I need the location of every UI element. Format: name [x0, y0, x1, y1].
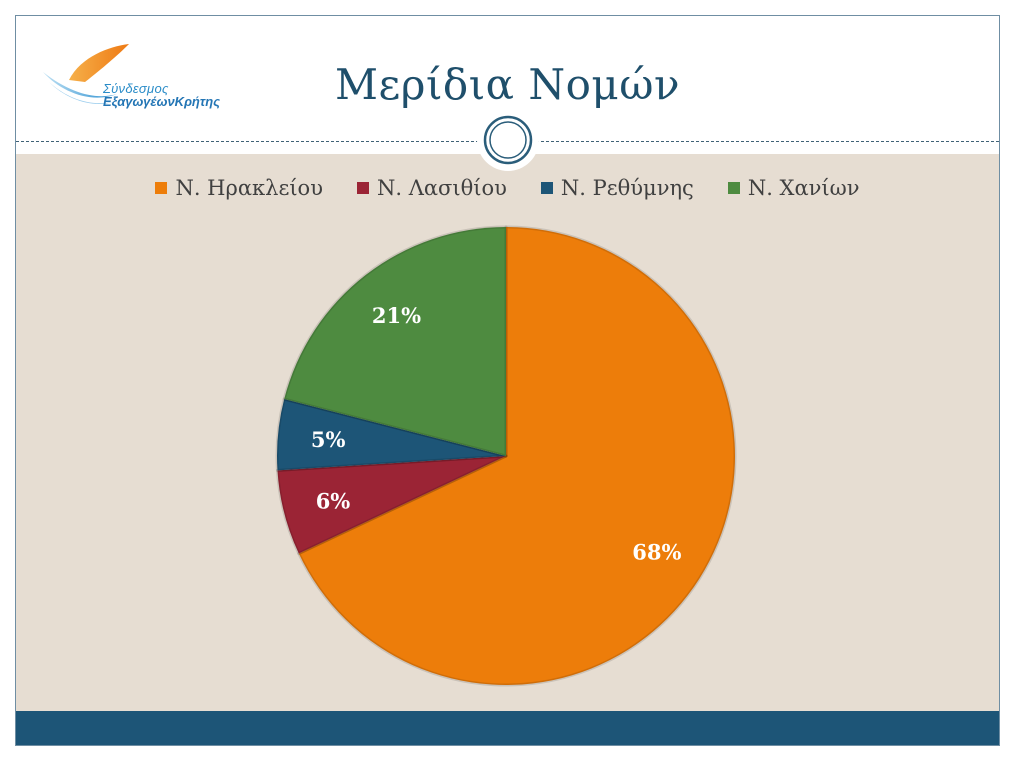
pie-slice	[297, 225, 737, 687]
legend-item: Ν. Ρεθύμνης	[540, 176, 694, 200]
footer-bar	[16, 711, 999, 745]
logo-line-2: ΕξαγωγέωνΚρήτης	[103, 94, 221, 109]
logo: Σύνδεσμος ΕξαγωγέωνΚρήτης	[41, 42, 221, 112]
data-label: 5%	[311, 427, 346, 452]
logo-line-1: Σύνδεσμος	[103, 81, 169, 96]
page-title: Μερίδια Νομών	[334, 60, 680, 109]
legend-label: Ν. Λασιθίου	[376, 176, 507, 200]
pie-slice	[282, 225, 508, 458]
data-label: 6%	[316, 488, 351, 513]
legend-swatch	[356, 182, 369, 194]
pie-slice	[275, 397, 508, 472]
legend-swatch	[540, 182, 553, 194]
pie-chart: 68% 6% 5% 21%	[275, 225, 737, 687]
legend-item: Ν. Ηρακλείου	[155, 176, 323, 200]
data-label: 68%	[632, 540, 681, 565]
logo-swoosh-icon	[43, 44, 129, 104]
circle-ornament-icon	[477, 109, 539, 171]
legend-item: Ν. Λασιθίου	[356, 176, 507, 200]
legend-label: Ν. Ηρακλείου	[175, 176, 323, 200]
logo-wordmark: Σύνδεσμος ΕξαγωγέωνΚρήτης	[103, 82, 220, 108]
data-label: 21%	[372, 303, 421, 328]
legend-swatch	[155, 182, 168, 194]
chart-legend: Ν. Ηρακλείου Ν. Λασιθίου Ν. Ρεθύμνης Ν. Χαν…	[16, 176, 999, 200]
legend-swatch	[727, 182, 740, 194]
legend-item: Ν. Χανίων	[727, 176, 860, 200]
legend-label: Ν. Ρεθύμνης	[560, 176, 694, 200]
pie-slice	[275, 454, 508, 556]
slide: Σύνδεσμος ΕξαγωγέωνΚρήτης Μερίδια Νομών …	[15, 15, 1000, 746]
legend-label: Ν. Χανίων	[747, 176, 860, 200]
